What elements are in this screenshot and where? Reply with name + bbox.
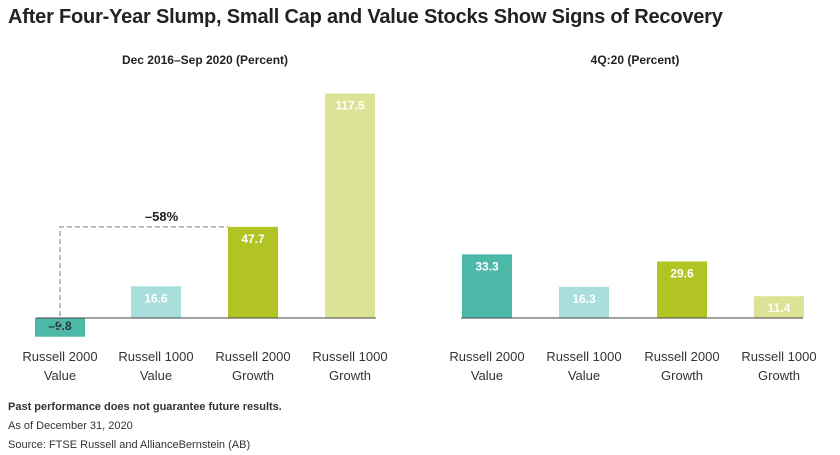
panel-0-category-label-0-line-2: Value bbox=[44, 368, 76, 383]
panel-0-dashed-bracket bbox=[59, 226, 228, 332]
panel-1-category-label-0-line-2: Value bbox=[471, 368, 503, 383]
panel-0-category-label-1-line-1: Russell 1000 bbox=[118, 349, 193, 364]
panel-1-category-label-3-line-2: Growth bbox=[758, 368, 800, 383]
panel-0-annotation-label: –58% bbox=[145, 209, 179, 224]
performance-disclaimer: Past performance does not guarantee futu… bbox=[8, 401, 282, 413]
chart-title: After Four-Year Slump, Small Cap and Val… bbox=[8, 6, 723, 28]
panel-1-category-label-0-line-1: Russell 2000 bbox=[449, 349, 524, 364]
panel-0-value-label-0: –9.8 bbox=[48, 319, 72, 333]
panel-1-bar-1 bbox=[559, 286, 609, 318]
panel-1-category-label-3-line-1: Russell 1000 bbox=[741, 349, 816, 364]
source-note: Source: FTSE Russell and AllianceBernste… bbox=[8, 439, 251, 451]
panel-1-category-label-2-line-2: Growth bbox=[661, 368, 703, 383]
panel-0-bar-2 bbox=[228, 226, 278, 318]
panel-1-bar-3 bbox=[754, 296, 804, 318]
panel-1-category-label-1-line-2: Value bbox=[568, 368, 600, 383]
date-note: As of December 31, 2020 bbox=[8, 420, 133, 432]
panel-1-value-label-0: 33.3 bbox=[475, 259, 499, 273]
panel-1-subtitle: 4Q:20 (Percent) bbox=[591, 53, 680, 67]
panel-0-subtitle: Dec 2016–Sep 2020 (Percent) bbox=[122, 53, 288, 67]
panel-1-value-label-3: 11.4 bbox=[768, 301, 791, 315]
panel-0-bar-1 bbox=[131, 286, 181, 318]
panel-0-category-label-1-line-2: Value bbox=[140, 368, 172, 383]
panel-0-value-label-3: 117.5 bbox=[335, 99, 365, 113]
panel-0-category-label-0-line-1: Russell 2000 bbox=[22, 349, 97, 364]
panel-1-bar-0 bbox=[462, 254, 512, 318]
panel-1-bar-2 bbox=[657, 261, 707, 318]
panel-0-category-label-2-line-1: Russell 2000 bbox=[215, 349, 290, 364]
panel-0-category-label-3-line-1: Russell 1000 bbox=[312, 349, 387, 364]
panel-1-category-label-2-line-1: Russell 2000 bbox=[644, 349, 719, 364]
panel-0-value-label-2: 47.7 bbox=[241, 232, 265, 246]
panel-0-category-label-3-line-2: Growth bbox=[329, 368, 371, 383]
panel-0-value-label-1: 16.6 bbox=[144, 291, 168, 305]
panel-0-category-label-2-line-2: Growth bbox=[232, 368, 274, 383]
panel-1-value-label-1: 16.3 bbox=[572, 292, 596, 306]
panel-1-category-label-1-line-1: Russell 1000 bbox=[546, 349, 621, 364]
panel-1-value-label-2: 29.6 bbox=[670, 266, 694, 280]
panel-0-bar-3 bbox=[325, 93, 375, 318]
